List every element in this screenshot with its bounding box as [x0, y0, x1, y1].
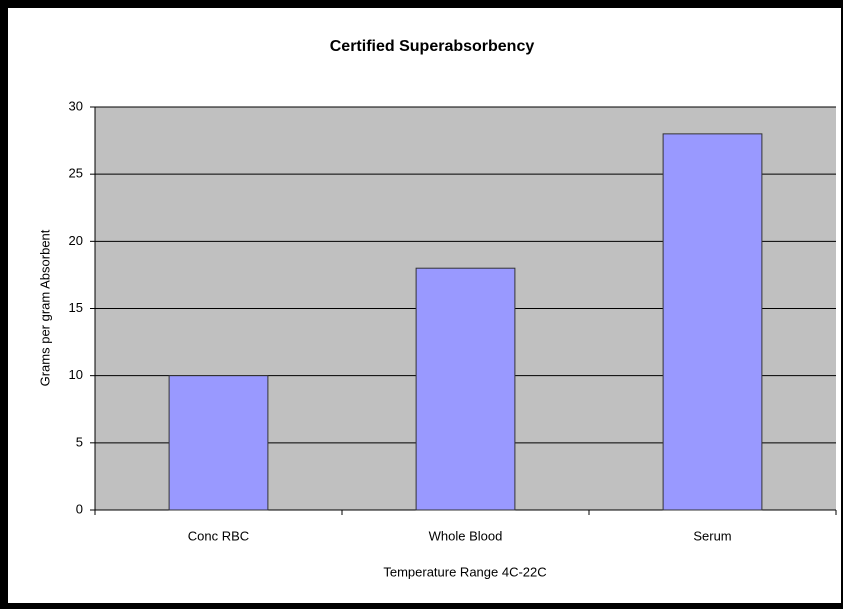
bar [415, 267, 516, 511]
x-tick-label: Serum [693, 528, 731, 543]
y-tick-label: 5 [76, 434, 83, 449]
y-tick-label: 30 [69, 98, 83, 113]
y-tick-label: 25 [69, 166, 83, 181]
chart-title: Certified Superabsorbency [330, 38, 535, 55]
bar [662, 133, 763, 511]
y-tick-label: 10 [69, 367, 83, 382]
x-tick-label: Conc RBC [188, 528, 249, 543]
y-tick-label: 15 [69, 300, 83, 315]
bar [168, 375, 269, 511]
x-tick-label: Whole Blood [429, 528, 503, 543]
x-axis-label: Temperature Range 4C-22C [383, 564, 546, 579]
y-axis-label: Grams per gram Absorbent [37, 229, 52, 386]
y-tick-label: 20 [69, 233, 83, 248]
y-tick-label: 0 [76, 501, 83, 516]
